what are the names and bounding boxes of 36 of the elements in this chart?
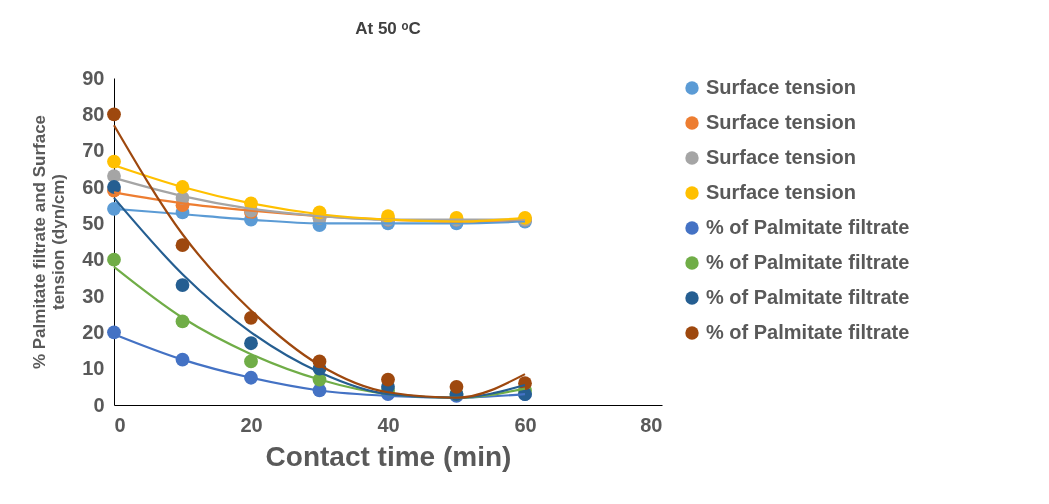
legend-label: % of Palmitate filtrate (706, 216, 910, 238)
x-tick-label: 80 (640, 413, 663, 436)
y-tick-label: 80 (82, 102, 105, 125)
x-tick-label: 0 (114, 413, 126, 436)
point (175, 278, 190, 292)
legend-label: % of Palmitate filtrate (706, 321, 910, 343)
point (107, 154, 121, 169)
legend-label: % of Palmitate filtrate (706, 286, 910, 308)
y-tick-label: 90 (82, 66, 105, 89)
legend-label: Surface tension (706, 76, 857, 98)
y-tick-label: 40 (82, 248, 105, 271)
point (175, 238, 190, 253)
point (107, 180, 121, 194)
point (244, 354, 258, 369)
legend-label: % of Palmitate filtrate (706, 251, 910, 273)
legend-label: Surface tension (706, 181, 857, 203)
legend-label: Surface tension (706, 111, 857, 133)
point (107, 107, 121, 122)
y-axis-title: % Palmitate filtrate and Surface tension (dyn/cm) (30, 114, 69, 370)
y-tick-label: 0 (93, 393, 105, 416)
point (381, 372, 395, 387)
y-tick-label: 50 (82, 211, 105, 234)
y-tick-label: 20 (82, 320, 105, 343)
point (107, 252, 121, 267)
y-tick-label: 30 (82, 284, 105, 307)
y-tick-label: 70 (82, 139, 105, 162)
x-tick-label: 60 (514, 413, 537, 436)
y-tick-label: 60 (82, 175, 105, 198)
y-tick-label: 10 (82, 357, 105, 380)
x-tick-label: 40 (377, 413, 400, 436)
legend-label: Surface tension (706, 146, 857, 168)
x-axis-title: Contact time (min) (265, 440, 512, 472)
point (449, 379, 464, 394)
chart-title: At 50 ᵒC (355, 19, 421, 38)
x-tick-label: 20 (240, 413, 263, 436)
point (244, 336, 258, 351)
